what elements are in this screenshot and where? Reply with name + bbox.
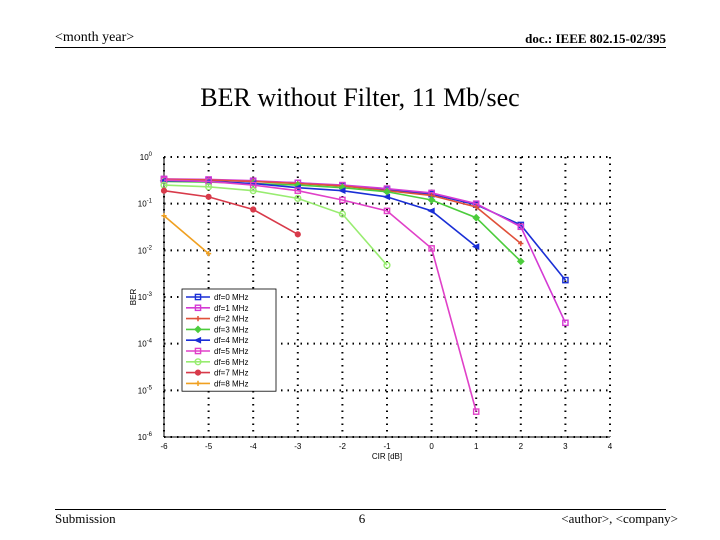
- x-tick-label: 2: [519, 442, 524, 451]
- header-date: <month year>: [55, 30, 135, 45]
- series-line-5: [163, 179, 477, 412]
- x-tick-label: -1: [383, 442, 391, 451]
- legend-label: df=8 MHz: [214, 379, 248, 388]
- y-tick-label: 10-6: [138, 432, 153, 442]
- data-point-3: [516, 257, 525, 266]
- legend-marker: [194, 369, 202, 376]
- legend-label: df=6 MHz: [214, 358, 248, 367]
- data-point-2: [473, 204, 479, 210]
- y-axis-label: BER: [129, 289, 138, 306]
- x-axis-label: CIR [dB]: [372, 452, 402, 461]
- x-tick-label: -4: [250, 442, 258, 451]
- data-point-7: [205, 193, 212, 200]
- legend-label: df=3 MHz: [214, 325, 248, 334]
- data-point-2: [518, 240, 524, 247]
- data-point-6: [338, 210, 347, 218]
- data-point-6: [294, 194, 302, 202]
- data-point-4: [427, 207, 435, 215]
- x-tick-label: 1: [474, 442, 479, 451]
- legend-label: df=2 MHz: [214, 315, 248, 324]
- series-line-6: [163, 184, 388, 266]
- y-tick-label: 100: [140, 152, 153, 162]
- header-rule: [55, 47, 666, 48]
- y-tick-label: 10-4: [138, 339, 153, 349]
- y-tick-label: 10-2: [138, 245, 153, 255]
- y-tick-label: 10-5: [138, 385, 153, 395]
- legend-label: df=0 MHz: [214, 293, 248, 302]
- data-point-8: [206, 251, 212, 257]
- data-point-7: [250, 206, 257, 213]
- data-point-5: [472, 408, 480, 415]
- legend-marker: [194, 325, 202, 334]
- data-point-0: [562, 276, 569, 284]
- legend-label: df=4 MHz: [214, 336, 248, 345]
- data-point-4: [338, 187, 346, 195]
- y-tick-label: 10-1: [138, 199, 153, 209]
- legend-label: df=7 MHz: [214, 369, 248, 378]
- data-point-7: [160, 187, 168, 194]
- footer-submission: Submission: [55, 511, 116, 526]
- legend-marker: [193, 336, 202, 344]
- legend-marker: [194, 293, 202, 301]
- data-point-5: [294, 187, 302, 194]
- data-point-8: [161, 213, 167, 219]
- x-tick-label: -6: [160, 442, 168, 451]
- data-point-5: [339, 196, 346, 204]
- x-tick-label: 0: [429, 442, 434, 451]
- series-line-8: [163, 215, 210, 255]
- legend-marker: [195, 380, 201, 386]
- data-point-3: [472, 213, 481, 222]
- data-point-5: [383, 207, 391, 215]
- data-point-3: [427, 196, 436, 204]
- data-point-1: [517, 223, 525, 231]
- data-point-6: [383, 261, 391, 269]
- x-tick-label: -3: [294, 442, 302, 451]
- x-tick-label: -5: [205, 442, 213, 451]
- legend-marker: [194, 358, 202, 366]
- legend-marker: [194, 304, 202, 312]
- legend-label: df=1 MHz: [214, 304, 248, 313]
- data-point-4: [382, 193, 391, 201]
- legend-marker: [194, 347, 202, 355]
- footer-author: <author>, <company>: [561, 511, 678, 526]
- ber-chart: -6 -5 -4 -3 -2 -1 0 1 2 3 4 100 10-1 10-2 10-3 10-4 10-5…: [129, 152, 613, 461]
- data-point-6: [204, 183, 213, 191]
- data-point-4: [471, 243, 480, 251]
- legend-label: df=5 MHz: [214, 347, 248, 356]
- x-tick-label: -2: [339, 442, 347, 451]
- footer-rule: [55, 509, 666, 510]
- y-tick-label: 10-3: [138, 292, 153, 302]
- x-tick-label: 3: [563, 442, 568, 451]
- data-point-5: [428, 245, 435, 252]
- footer-page-number: 6: [358, 511, 366, 526]
- series-line-7: [163, 189, 299, 236]
- slide-title: BER without Filter, 11 Mb/sec: [200, 83, 520, 112]
- x-tick-label: 4: [608, 442, 613, 451]
- legend-marker: [195, 316, 201, 322]
- data-point-6: [249, 187, 257, 195]
- data-point-1: [562, 319, 569, 327]
- header-doc-id: doc.: IEEE 802.15-02/395: [525, 31, 666, 46]
- data-point-7: [294, 231, 301, 238]
